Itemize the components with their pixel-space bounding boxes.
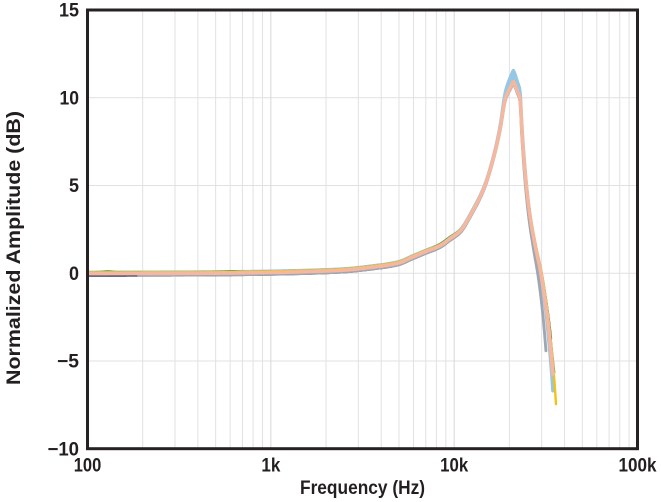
svg-text:5: 5 (69, 176, 79, 197)
svg-text:100: 100 (74, 455, 102, 476)
svg-text:Frequency (Hz): Frequency (Hz) (300, 478, 425, 499)
svg-text:0: 0 (69, 264, 79, 285)
svg-text:Normalized Amplitude (dB): Normalized Amplitude (dB) (4, 111, 25, 385)
svg-text:−10: −10 (48, 439, 80, 460)
svg-text:15: 15 (59, 1, 79, 22)
svg-text:10k: 10k (440, 455, 468, 476)
svg-text:100k: 100k (619, 455, 657, 476)
svg-text:−5: −5 (57, 352, 79, 373)
svg-text:1k: 1k (261, 455, 280, 476)
svg-text:10: 10 (60, 88, 80, 109)
